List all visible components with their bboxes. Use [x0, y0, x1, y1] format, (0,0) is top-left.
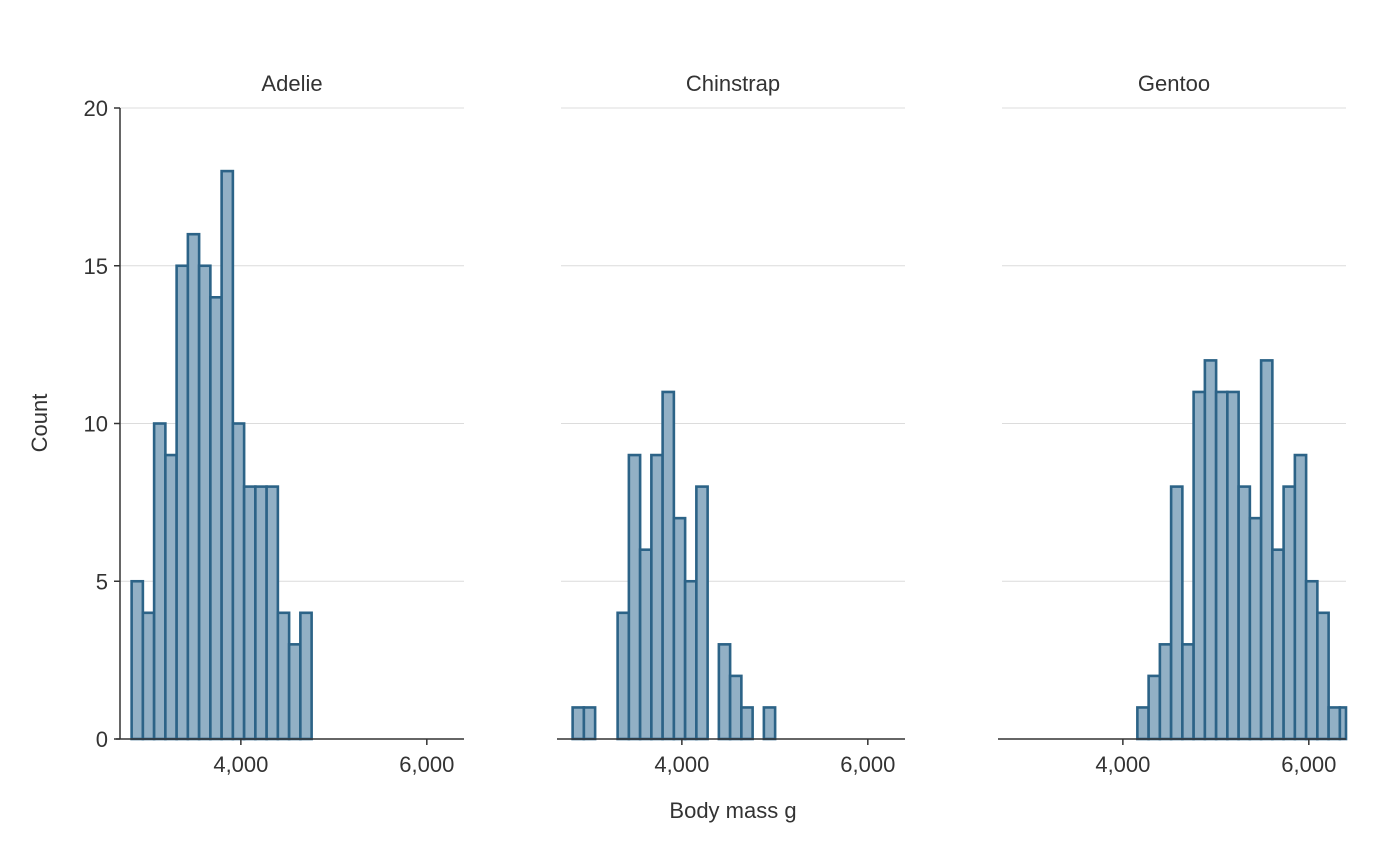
histogram-bar	[186, 232, 201, 741]
facet-title: Adelie	[261, 71, 322, 96]
histogram-bar	[1282, 485, 1297, 741]
histogram-bar	[1226, 390, 1240, 741]
histogram-bar	[197, 264, 212, 741]
histogram-bar	[740, 706, 754, 741]
histogram-bar	[1248, 516, 1263, 741]
histogram-bar	[141, 611, 156, 741]
histogram-bar	[683, 579, 698, 741]
histogram-bar	[220, 169, 235, 741]
x-tick-label: 6,000	[399, 752, 454, 777]
histogram-bar	[672, 516, 687, 741]
histogram-bar	[209, 295, 223, 741]
x-axis-title: Body mass g	[669, 798, 796, 823]
histogram-bar	[695, 485, 709, 741]
histogram-bar	[1169, 485, 1184, 741]
histogram-bar	[650, 453, 664, 741]
histogram-bar	[661, 390, 676, 741]
y-tick-label: 5	[96, 569, 108, 594]
histogram-bar	[1203, 359, 1218, 741]
x-tick-label: 4,000	[1095, 752, 1150, 777]
histogram-bar	[1192, 390, 1207, 741]
histogram-bar	[717, 643, 732, 741]
y-tick-label: 15	[84, 254, 108, 279]
histogram-bar	[1237, 485, 1252, 741]
histogram-bar	[1293, 453, 1308, 741]
histogram-bar	[1304, 579, 1319, 741]
histogram-bar	[276, 611, 291, 741]
facet-title: Chinstrap	[686, 71, 780, 96]
facet-chinstrap: Chinstrap 4,000 6,000	[557, 71, 905, 777]
y-axis-title: Count	[27, 394, 52, 453]
histogram-bar	[242, 485, 257, 741]
histogram-bar	[1136, 706, 1150, 741]
histogram-bar	[627, 453, 642, 741]
facet-gentoo: Gentoo 4,000 6,000	[998, 71, 1348, 777]
histogram-bar	[638, 548, 653, 741]
histogram-bar	[1271, 548, 1285, 741]
facet-title: Gentoo	[1138, 71, 1210, 96]
y-tick-label: 20	[84, 96, 108, 121]
histogram-bar	[762, 706, 777, 741]
histogram-bar	[571, 706, 586, 741]
histogram-bar	[175, 264, 190, 741]
histogram-bar	[287, 643, 302, 741]
histogram-bar	[616, 611, 631, 741]
y-tick-label: 10	[84, 412, 108, 437]
x-tick-label: 4,000	[213, 752, 268, 777]
histogram-bar	[1147, 674, 1162, 741]
histogram-bar	[164, 453, 178, 741]
histogram-bar	[582, 706, 597, 741]
x-tick-label: 4,000	[654, 752, 709, 777]
histogram-bar	[130, 579, 145, 741]
histogram-bar	[1338, 706, 1348, 741]
x-tick-label: 6,000	[840, 752, 895, 777]
histogram-bar	[728, 674, 743, 741]
histogram-bar	[231, 422, 246, 741]
histogram-bar	[254, 485, 268, 741]
histogram-bar	[152, 422, 167, 741]
facet-adelie: Adelie 4,000 6,000 0 5 10 15 20	[84, 71, 464, 777]
histogram-bar	[265, 485, 280, 741]
histogram-bar	[1327, 706, 1342, 741]
histogram-bar	[1316, 611, 1330, 741]
histogram-bar	[299, 611, 313, 741]
histogram-bar	[1259, 359, 1274, 741]
x-tick-label: 6,000	[1281, 752, 1336, 777]
histogram-bar	[1158, 643, 1173, 741]
histogram-bar	[1181, 643, 1195, 741]
y-tick-label: 0	[96, 727, 108, 752]
histogram-bar	[1214, 390, 1229, 741]
